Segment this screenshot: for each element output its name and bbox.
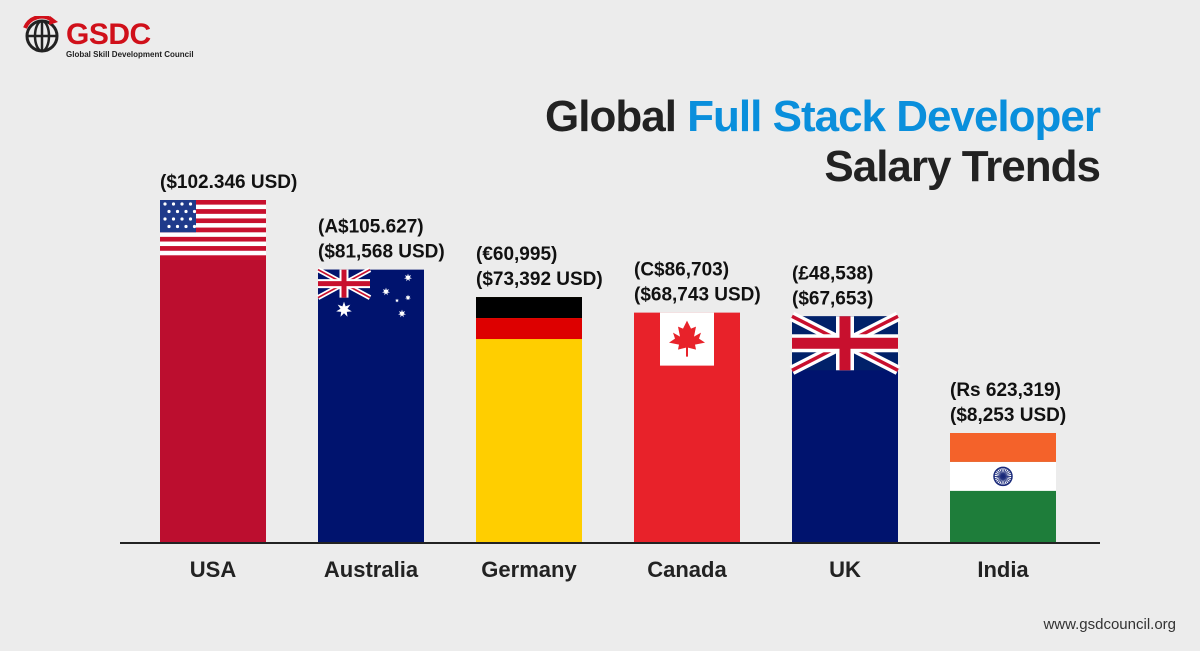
- category-label-usa: USA: [190, 557, 237, 582]
- value-label-canada: (C$86,703): [634, 260, 729, 281]
- category-label-germany: Germany: [481, 557, 577, 582]
- value-label-india: ($8,253 USD): [950, 405, 1066, 426]
- value-label-australia: (A$105.627): [318, 217, 424, 238]
- globe-arrow-icon: [23, 16, 59, 53]
- value-label-australia: ($81,568 USD): [318, 242, 445, 263]
- category-label-canada: Canada: [647, 557, 727, 582]
- logo-name: GSDC: [66, 18, 151, 51]
- website-url: www.gsdcouncil.org: [1043, 616, 1176, 633]
- value-label-uk: ($67,653): [792, 288, 873, 309]
- title-part1: Global: [545, 92, 688, 141]
- logo-tagline: Global Skill Development Council: [66, 50, 194, 59]
- chart-title: Global Full Stack Developer Salary Trend…: [545, 92, 1101, 192]
- category-label-india: India: [977, 557, 1029, 582]
- value-label-germany: (€60,995): [476, 244, 557, 265]
- title-accent: Full Stack Developer: [687, 92, 1101, 141]
- bar-usa: [160, 200, 266, 543]
- bar-canada: [634, 312, 740, 543]
- value-label-usa: ($102.346 USD): [160, 172, 297, 193]
- bar-uk: [789, 311, 901, 543]
- value-label-canada: ($68,743 USD): [634, 285, 761, 306]
- value-label-germany: ($73,392 USD): [476, 269, 603, 290]
- bar-germany: [476, 297, 582, 543]
- bar-australia: [316, 267, 424, 543]
- category-label-uk: UK: [829, 557, 861, 582]
- title-line2: Salary Trends: [824, 142, 1101, 191]
- category-label-australia: Australia: [324, 557, 419, 582]
- value-label-uk: (£48,538): [792, 263, 873, 284]
- bar-india: [950, 433, 1056, 543]
- gsdc-logo: GSDC Global Skill Development Council: [22, 14, 194, 62]
- value-label-india: (Rs 623,319): [950, 380, 1061, 401]
